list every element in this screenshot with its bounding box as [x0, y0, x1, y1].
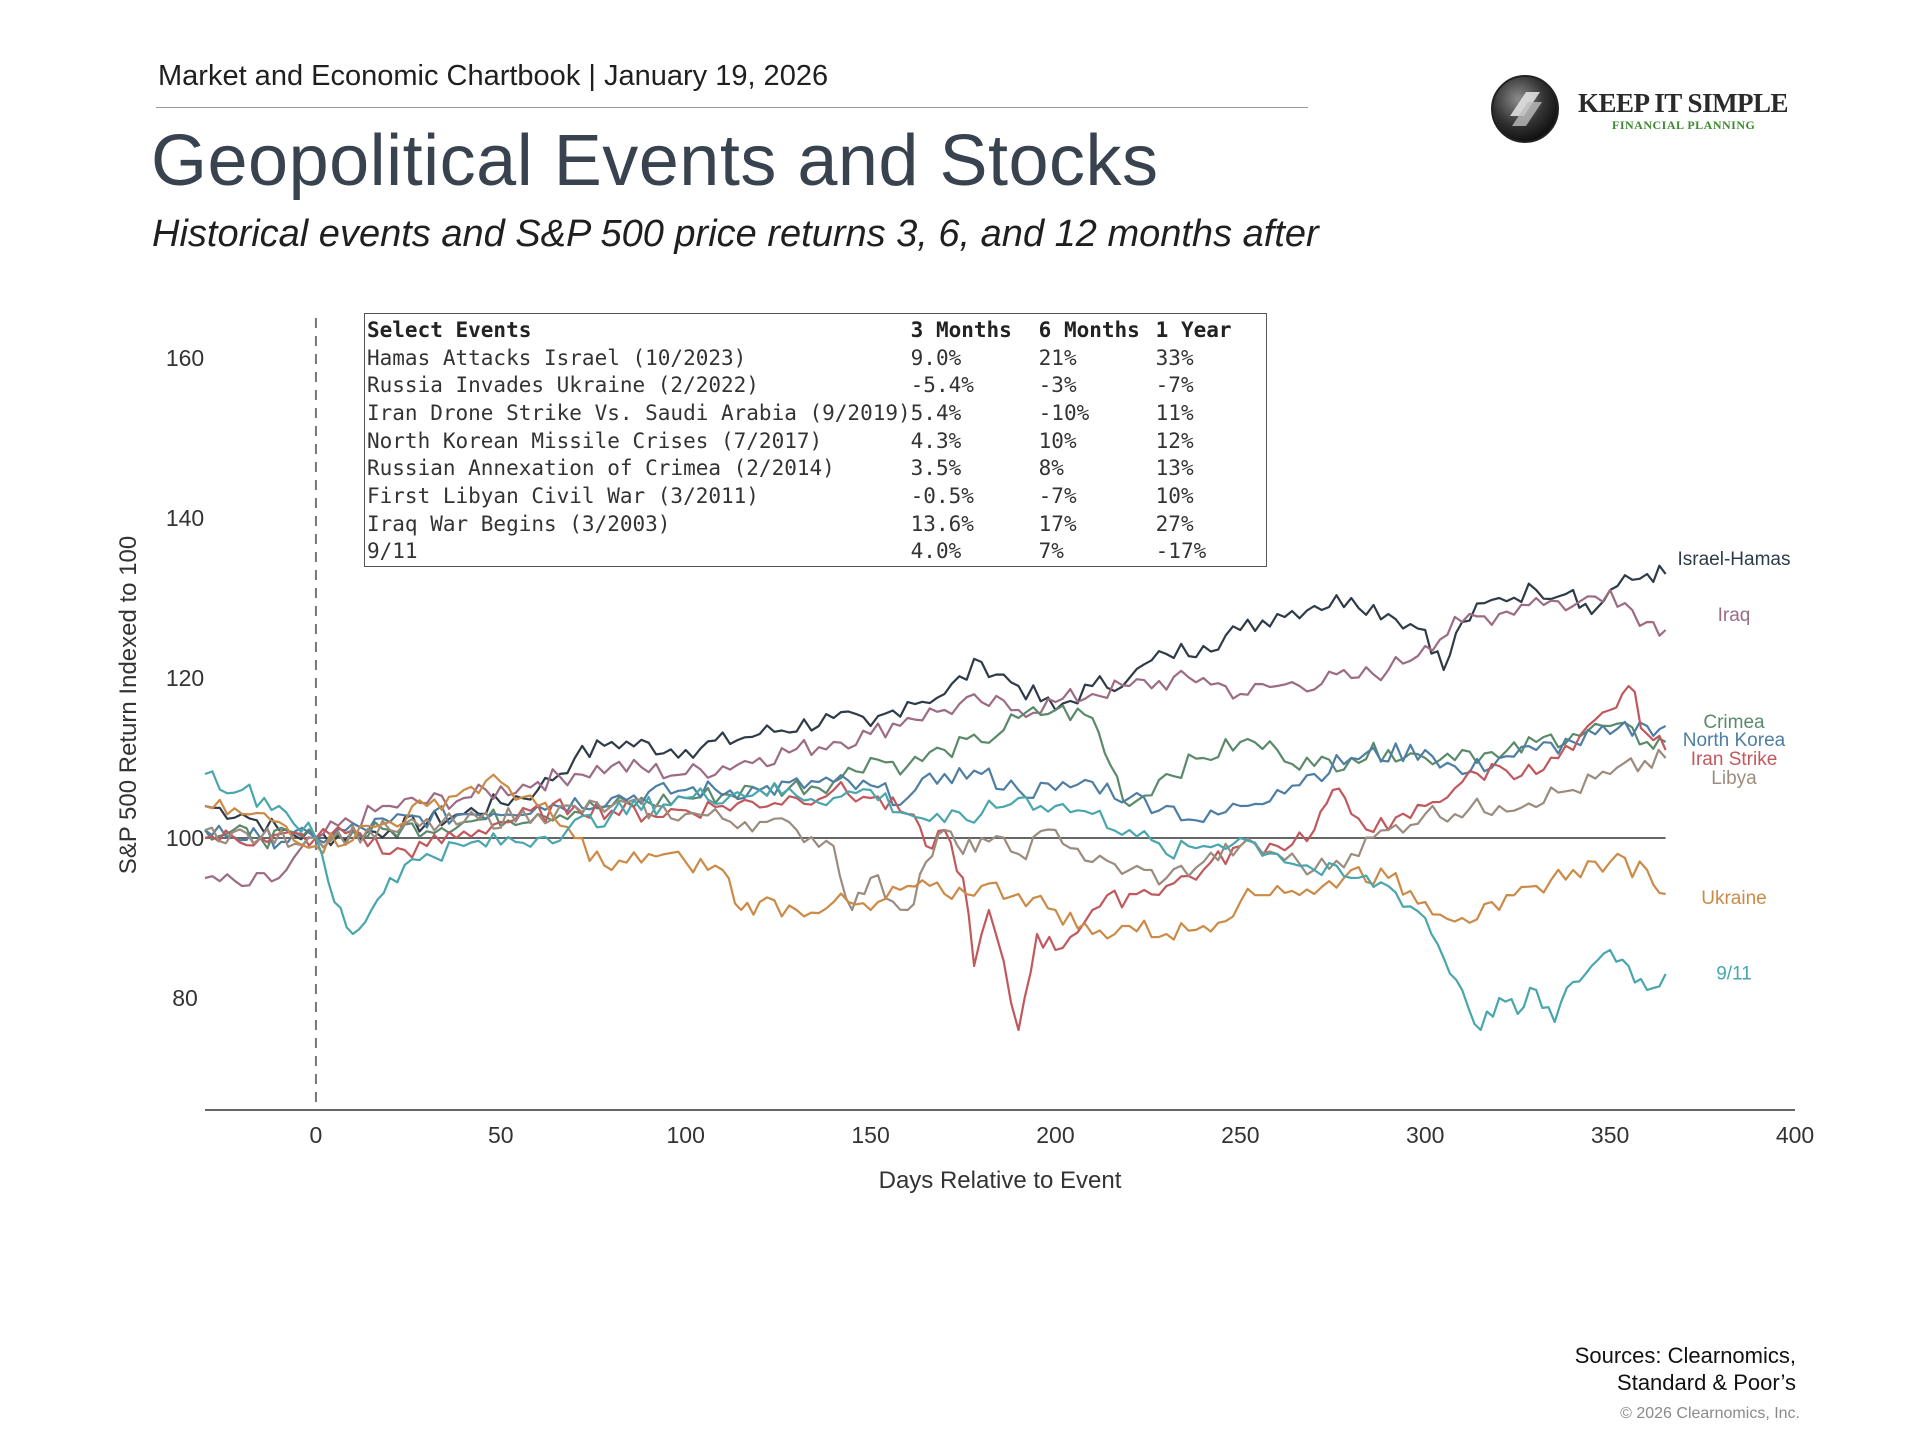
y-tick-label: 140: [166, 505, 204, 531]
series-label: Iran Strike: [1691, 749, 1778, 770]
table-row: Iran Drone Strike Vs. Saudi Arabia (9/20…: [367, 399, 1266, 427]
x-tick-label: 50: [488, 1122, 514, 1148]
table-row: Iraq War Begins (3/2003) 13.6% 17% 27%: [367, 510, 1266, 538]
x-tick-label: 400: [1776, 1122, 1814, 1148]
return-3-months: -0.5%: [910, 483, 974, 508]
table-row: Russian Annexation of Crimea (2/2014) 3.…: [367, 454, 1266, 482]
series-line: [204, 773, 1666, 941]
x-tick-label: 350: [1591, 1122, 1629, 1148]
events-table: Select Events 3 Months 6 Months 1 Year H…: [364, 313, 1267, 567]
column-header-events: Select Events: [367, 317, 532, 342]
sources-line-1: Sources: Clearnomics,: [1574, 1343, 1796, 1368]
x-tick-label: 0: [310, 1122, 323, 1148]
return-3-months: 4.0%: [910, 539, 962, 564]
sources-note: Sources: Clearnomics, Standard & Poor’s: [1496, 1342, 1796, 1396]
series-label: North Korea: [1683, 730, 1786, 751]
series-label: Libya: [1711, 768, 1757, 789]
x-tick-label: 300: [1406, 1122, 1444, 1148]
return-6-months: 8%: [1038, 456, 1064, 481]
return-6-months: 10%: [1038, 428, 1077, 453]
event-name: Russian Annexation of Crimea (2/2014): [367, 456, 835, 481]
x-tick-label: 150: [851, 1122, 889, 1148]
series-label: Crimea: [1703, 712, 1765, 733]
return-6-months: -7%: [1038, 483, 1077, 508]
series-line: [204, 588, 1667, 888]
sources-line-2: Standard & Poor’s: [1617, 1370, 1796, 1395]
series-line: [204, 704, 1667, 850]
return-6-months: -10%: [1038, 400, 1090, 425]
return-1-year: 12%: [1155, 428, 1194, 453]
series-label: Iraq: [1718, 605, 1751, 626]
logo-emblem-icon: [1491, 75, 1559, 143]
column-header-1-year: 1 Year: [1155, 317, 1232, 342]
return-1-year: 10%: [1155, 483, 1194, 508]
column-header-6-months: 6 Months: [1038, 317, 1140, 342]
return-3-months: 3.5%: [910, 456, 962, 481]
event-name: Iran Drone Strike Vs. Saudi Arabia (9/20…: [367, 400, 911, 425]
y-tick-label: 100: [166, 825, 204, 851]
x-tick-label: 100: [667, 1122, 705, 1148]
table-row: First Libyan Civil War (3/2011) -0.5% -7…: [367, 482, 1266, 510]
return-3-months: 13.6%: [910, 511, 974, 536]
return-6-months: -3%: [1038, 373, 1077, 398]
header-divider: [156, 107, 1308, 108]
table-row: Russia Invades Ukraine (2/2022) -5.4% -3…: [367, 371, 1266, 399]
x-tick-label: 250: [1221, 1122, 1259, 1148]
y-tick-label: 80: [172, 985, 198, 1011]
series-label: 9/11: [1716, 963, 1752, 984]
return-1-year: -17%: [1155, 539, 1207, 564]
series-line: [204, 684, 1667, 1032]
page-title: Geopolitical Events and Stocks: [151, 121, 1159, 201]
copyright-note: © 2026 Clearnomics, Inc.: [1620, 1405, 1800, 1422]
event-name: Russia Invades Ukraine (2/2022): [367, 373, 759, 398]
return-6-months: 17%: [1038, 511, 1077, 536]
x-axis-title: Days Relative to Event: [879, 1167, 1122, 1194]
return-3-months: 5.4%: [910, 400, 962, 425]
y-axis-title: S&P 500 Return Indexed to 100: [115, 536, 142, 874]
x-tick-label: 200: [1036, 1122, 1074, 1148]
return-1-year: 13%: [1155, 456, 1194, 481]
return-3-months: 4.3%: [910, 428, 962, 453]
chartbook-header: Market and Economic Chartbook | January …: [158, 60, 829, 92]
y-tick-label: 160: [166, 345, 204, 371]
return-3-months: 9.0%: [910, 345, 962, 370]
logo-name: KEEP IT SIMPLE: [1578, 88, 1789, 118]
return-1-year: 33%: [1155, 345, 1194, 370]
return-1-year: -7%: [1155, 373, 1194, 398]
series-line: [204, 720, 1667, 850]
series-line: [204, 770, 1667, 1032]
event-name: Iraq War Begins (3/2003): [367, 511, 671, 536]
series-line: [204, 748, 1667, 912]
series-label: Ukraine: [1701, 888, 1766, 909]
event-name: 9/11: [367, 539, 418, 564]
return-3-months: -5.4%: [910, 373, 974, 398]
return-6-months: 7%: [1038, 539, 1064, 564]
return-6-months: 21%: [1038, 345, 1077, 370]
return-1-year: 11%: [1155, 400, 1194, 425]
column-header-3-months: 3 Months: [910, 317, 1012, 342]
event-name: North Korean Missile Crises (7/2017): [367, 428, 823, 453]
event-name: Hamas Attacks Israel (10/2023): [367, 345, 747, 370]
table-row: 9/11 4.0% 7% -17%: [367, 538, 1266, 566]
logo-tagline: FINANCIAL PLANNING: [1612, 118, 1756, 132]
table-row: North Korean Missile Crises (7/2017) 4.3…: [367, 427, 1266, 455]
page-subtitle: Historical events and S&P 500 price retu…: [152, 213, 1319, 255]
series-label: Israel-Hamas: [1678, 549, 1791, 570]
company-logo: KEEP IT SIMPLE FINANCIAL PLANNING: [1490, 74, 1789, 146]
table-row: Hamas Attacks Israel (10/2023) 9.0% 21% …: [367, 344, 1266, 372]
table-header-row: Select Events 3 Months 6 Months 1 Year: [367, 316, 1266, 344]
y-tick-label: 120: [166, 665, 204, 691]
event-name: First Libyan Civil War (3/2011): [367, 483, 759, 508]
return-1-year: 27%: [1155, 511, 1194, 536]
